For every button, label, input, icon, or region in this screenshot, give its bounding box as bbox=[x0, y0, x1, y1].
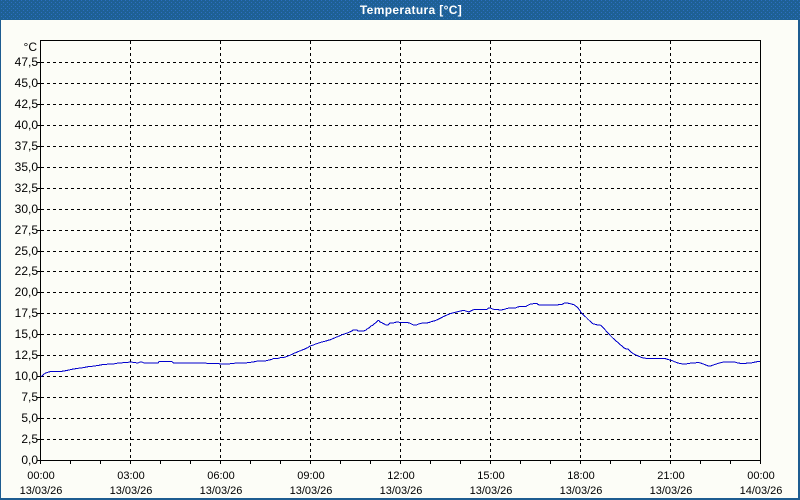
svg-text:13/03/26: 13/03/26 bbox=[200, 485, 243, 497]
svg-text:12,5: 12,5 bbox=[15, 348, 39, 362]
svg-text:42,5: 42,5 bbox=[15, 97, 39, 111]
svg-text:17,5: 17,5 bbox=[15, 306, 39, 320]
svg-text:15,0: 15,0 bbox=[15, 327, 39, 341]
svg-text:25,0: 25,0 bbox=[15, 244, 39, 258]
svg-text:45,0: 45,0 bbox=[15, 76, 39, 90]
svg-text:21:00: 21:00 bbox=[657, 470, 685, 482]
svg-text:°C: °C bbox=[24, 40, 38, 54]
svg-text:30,0: 30,0 bbox=[15, 202, 39, 216]
svg-text:7,5: 7,5 bbox=[21, 390, 38, 404]
svg-text:00:00: 00:00 bbox=[27, 470, 55, 482]
svg-text:2,5: 2,5 bbox=[21, 432, 38, 446]
svg-text:32,5: 32,5 bbox=[15, 181, 39, 195]
svg-text:00:00: 00:00 bbox=[747, 470, 775, 482]
svg-text:09:00: 09:00 bbox=[297, 470, 325, 482]
svg-text:15:00: 15:00 bbox=[477, 470, 505, 482]
svg-text:5,0: 5,0 bbox=[21, 411, 38, 425]
svg-text:13/03/26: 13/03/26 bbox=[560, 485, 603, 497]
svg-text:18:00: 18:00 bbox=[567, 470, 595, 482]
svg-text:35,0: 35,0 bbox=[15, 160, 39, 174]
svg-text:27,5: 27,5 bbox=[15, 223, 39, 237]
svg-text:47,5: 47,5 bbox=[15, 55, 39, 69]
svg-text:12:00: 12:00 bbox=[387, 470, 415, 482]
svg-text:10,0: 10,0 bbox=[15, 369, 39, 383]
svg-text:0,0: 0,0 bbox=[21, 453, 38, 467]
svg-text:20,0: 20,0 bbox=[15, 285, 39, 299]
svg-text:13/03/26: 13/03/26 bbox=[110, 485, 153, 497]
svg-text:13/03/26: 13/03/26 bbox=[650, 485, 693, 497]
svg-text:03:00: 03:00 bbox=[117, 470, 145, 482]
svg-text:13/03/26: 13/03/26 bbox=[470, 485, 513, 497]
svg-text:13/03/26: 13/03/26 bbox=[380, 485, 423, 497]
svg-text:40,0: 40,0 bbox=[15, 118, 39, 132]
svg-text:13/03/26: 13/03/26 bbox=[290, 485, 333, 497]
svg-text:06:00: 06:00 bbox=[207, 470, 235, 482]
svg-text:37,5: 37,5 bbox=[15, 139, 39, 153]
svg-text:13/03/26: 13/03/26 bbox=[20, 485, 63, 497]
svg-text:22,5: 22,5 bbox=[15, 264, 39, 278]
svg-text:14/03/26: 14/03/26 bbox=[740, 485, 783, 497]
